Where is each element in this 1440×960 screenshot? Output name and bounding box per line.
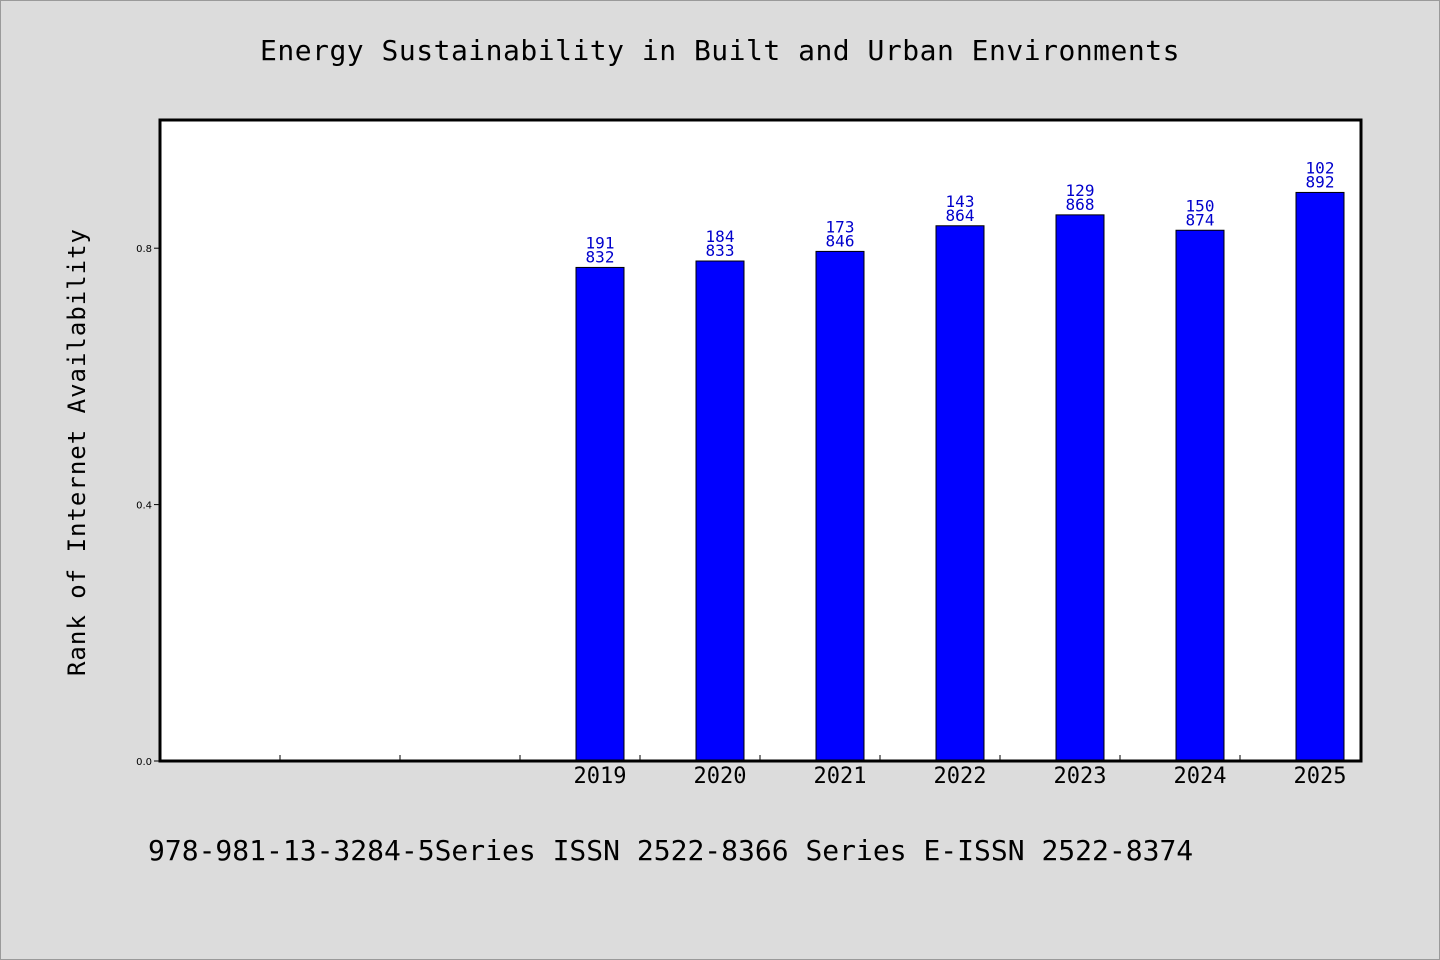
x-tick-label: 2024 <box>1174 764 1227 789</box>
x-tick-label: 2021 <box>814 764 867 789</box>
bar-2025 <box>1295 191 1345 762</box>
bar-data-label: 150 <box>1186 196 1215 215</box>
bar-2019 <box>575 266 625 762</box>
bar-data-label: 833 <box>706 241 735 260</box>
bar-data-label: 129 <box>1066 181 1095 200</box>
y-tick-label: 0.4 <box>136 501 152 512</box>
bar-data-label: 868 <box>1066 195 1095 214</box>
bar-data-label: 874 <box>1186 210 1215 229</box>
bar-data-label: 864 <box>946 206 975 225</box>
chart-title: Energy Sustainability in Built and Urban… <box>260 34 1180 67</box>
bar-2021 <box>815 250 865 762</box>
x-tick-label: 2022 <box>934 764 987 789</box>
bar-2022 <box>935 225 985 762</box>
bar-2024 <box>1175 229 1225 762</box>
bar-data-label: 846 <box>826 231 855 250</box>
bar-data-label: 892 <box>1306 172 1335 191</box>
x-tick-label: 2023 <box>1054 764 1107 789</box>
bar-data-label: 191 <box>586 233 615 252</box>
y-tick-label: 0.0 <box>136 757 152 768</box>
x-tick-label: 2019 <box>574 764 627 789</box>
bar-data-label: 173 <box>826 217 855 236</box>
plot-border <box>158 118 1363 763</box>
plot-area <box>160 120 1361 761</box>
bar-data-label: 102 <box>1306 158 1335 177</box>
bar-2020 <box>695 260 745 762</box>
bar-data-label: 184 <box>706 227 735 246</box>
isbn-footnote: 978-981-13-3284-5Series ISSN 2522-8366 S… <box>148 834 1194 867</box>
bar-data-label: 143 <box>946 192 975 211</box>
x-tick-label: 2025 <box>1294 764 1347 789</box>
y-tick-label: 0.8 <box>136 244 152 255</box>
bar-data-label: 832 <box>586 247 615 266</box>
bar-2023 <box>1055 214 1105 762</box>
x-tick-label: 2020 <box>694 764 747 789</box>
